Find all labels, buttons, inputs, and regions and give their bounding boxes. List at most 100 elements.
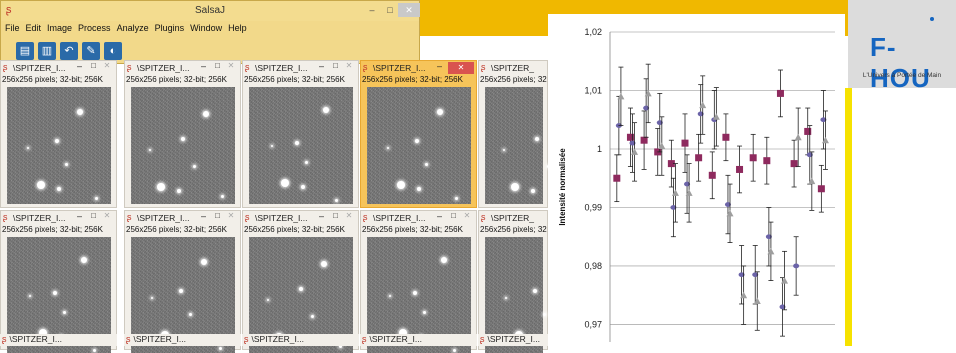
image-window[interactable]: ʂ \SPITZER_I... – □ ✕ 256x256 pixels; 32-bit;… <box>124 210 241 350</box>
data-point-triangle <box>808 178 815 185</box>
bottom-window-title[interactable]: ʂ \SPITZER_I... <box>124 334 241 346</box>
menu-help[interactable]: Help <box>228 21 247 35</box>
window-maximize-button[interactable]: □ <box>333 211 338 220</box>
window-title-bar[interactable]: ʂ\SPITZER_I...–□✕ <box>1 61 116 75</box>
star <box>157 183 165 191</box>
window-minimize-button[interactable]: – <box>319 211 324 221</box>
window-title-bar[interactable]: ʂ\SPITZER_I...–□✕ <box>125 211 240 225</box>
image-window[interactable]: ʂ \SPITZER_I... – □ ✕ 256x256 pixels; 32-bit;… <box>0 210 117 350</box>
image-window[interactable]: ʂ \SPITZER_I... – □ ✕ 256x256 pixels; 32-bit;… <box>242 60 359 208</box>
window-close-button[interactable]: ✕ <box>224 61 238 70</box>
window-title-bar[interactable]: ʂ\SPITZER_I...–□✕ <box>125 61 240 75</box>
y-tick-label: 0,97 <box>584 319 602 329</box>
star <box>93 349 96 352</box>
menu-file[interactable]: File <box>5 21 20 35</box>
star-field-image[interactable] <box>485 87 543 204</box>
window-minimize-button[interactable]: – <box>77 61 82 71</box>
data-point-triangle <box>658 143 665 150</box>
open-folder-icon[interactable]: ▤ <box>16 42 34 60</box>
image-info: 256x256 pixels; 32-bit; 256K <box>361 75 476 85</box>
window-minimize-button[interactable]: – <box>437 61 442 71</box>
window-minimize-button[interactable]: – <box>201 61 206 71</box>
data-point-square <box>804 128 811 135</box>
window-title-bar[interactable]: ʂ \SPITZER_ <box>479 61 547 75</box>
close-button[interactable]: ✕ <box>398 3 420 17</box>
window-title-bar[interactable]: ʂ\SPITZER_I...–□✕ <box>361 211 476 225</box>
window-title-bar[interactable]: ʂ \SPITZER_ <box>479 211 547 225</box>
edit-icon[interactable]: ✎ <box>82 42 100 60</box>
bottom-window-title[interactable]: ʂ \SPITZER_I... <box>360 334 477 346</box>
image-info: 256x256 pixels; 32-bit; 256K <box>243 75 358 85</box>
window-close-button[interactable]: ✕ <box>224 211 238 220</box>
image-window[interactable]: ʂ \SPITZER_ 256x256 pixels; 32- <box>478 210 548 350</box>
main-title-bar[interactable]: ʂ SalsaJ – □ ✕ <box>1 1 419 21</box>
image-info: 256x256 pixels; 32-bit; 256K <box>1 225 116 235</box>
undo-icon[interactable]: ↶ <box>60 42 78 60</box>
star-field-image[interactable] <box>249 87 353 204</box>
star <box>295 141 299 145</box>
star-field-image[interactable] <box>367 87 471 204</box>
logo-text: F-HOU <box>870 32 956 94</box>
star <box>181 137 185 141</box>
y-axis-label: Intensité normalisée <box>558 148 567 226</box>
window-title-bar[interactable]: ʂ\SPITZER_I...–□✕ <box>1 211 116 225</box>
salsaj-window-icon: ʂ <box>2 334 7 344</box>
salsaj-window-icon: ʂ <box>245 212 250 222</box>
window-title: \SPITZER_I... <box>134 334 186 344</box>
bottom-window-title[interactable]: ʂ \SPITZER_I... <box>242 334 359 346</box>
window-minimize-button[interactable]: – <box>437 211 442 221</box>
window-minimize-button[interactable]: – <box>77 211 82 221</box>
star <box>149 149 151 151</box>
image-window[interactable]: ʂ \SPITZER_I... – □ ✕ 256x256 pixels; 32-bit;… <box>242 210 359 350</box>
window-title: \SPITZER_I... <box>255 63 307 73</box>
image-window[interactable]: ʂ \SPITZER_ 256x256 pixels; 32- <box>478 60 548 208</box>
contrast-icon[interactable]: ◐ <box>104 42 122 60</box>
data-point-square <box>613 175 620 182</box>
menu-plugins[interactable]: Plugins <box>155 21 185 35</box>
star <box>415 139 419 143</box>
bottom-window-title[interactable]: ʂ \SPITZER_I... <box>0 334 117 346</box>
salsaj-window-icon: ʂ <box>363 62 368 72</box>
star <box>95 197 98 200</box>
window-maximize-button[interactable]: □ <box>215 61 220 70</box>
star <box>301 185 305 189</box>
window-close-button[interactable]: ✕ <box>342 211 356 220</box>
window-maximize-button[interactable]: □ <box>451 211 456 220</box>
menu-image[interactable]: Image <box>47 21 72 35</box>
data-point-triangle <box>672 189 679 196</box>
star-field-image[interactable] <box>131 87 235 204</box>
star <box>503 149 505 151</box>
menu-window[interactable]: Window <box>190 21 222 35</box>
menu-edit[interactable]: Edit <box>26 21 42 35</box>
star <box>267 299 269 301</box>
bottom-window-title[interactable]: ʂ \SPITZER_I... <box>478 334 548 346</box>
image-window[interactable]: ʂ \SPITZER_I... – □ ✕ 256x256 pixels; 32-bit;… <box>0 60 117 208</box>
window-close-button[interactable]: ✕ <box>342 61 356 70</box>
window-minimize-button[interactable]: – <box>201 211 206 221</box>
window-close-button[interactable]: ✕ <box>460 211 474 220</box>
star <box>533 289 537 293</box>
image-window[interactable]: ʂ \SPITZER_I... – □ ✕ 256x256 pixels; 32-bit;… <box>360 210 477 350</box>
window-close-button[interactable]: ✕ <box>100 61 114 70</box>
window-title-bar[interactable]: ʂ\SPITZER_I...–□✕ <box>361 61 476 75</box>
window-minimize-button[interactable]: – <box>319 61 324 71</box>
document-icon[interactable]: ▥ <box>38 42 56 60</box>
window-title: \SPITZER_I... <box>370 334 422 344</box>
window-title-bar[interactable]: ʂ\SPITZER_I...–□✕ <box>243 211 358 225</box>
window-title-bar[interactable]: ʂ\SPITZER_I...–□✕ <box>243 61 358 75</box>
window-maximize-button[interactable]: □ <box>215 211 220 220</box>
menu-process[interactable]: Process <box>78 21 111 35</box>
menu-analyze[interactable]: Analyze <box>117 21 149 35</box>
window-maximize-button[interactable]: □ <box>91 211 96 220</box>
window-maximize-button[interactable]: □ <box>91 61 96 70</box>
star-field-image[interactable] <box>7 87 111 204</box>
star <box>63 311 66 314</box>
window-maximize-button[interactable]: □ <box>333 61 338 70</box>
window-close-button[interactable]: ✕ <box>448 62 474 74</box>
image-window-active[interactable]: ʂ\SPITZER_I...–□✕256x256 pixels; 32-bit;… <box>360 60 477 208</box>
window-close-button[interactable]: ✕ <box>100 211 114 220</box>
window-title: \SPITZER_I... <box>137 63 189 73</box>
data-point-triangle <box>795 134 802 141</box>
image-info: 256x256 pixels; 32-bit; 256K <box>361 225 476 235</box>
image-window[interactable]: ʂ \SPITZER_I... – □ ✕ 256x256 pixels; 32-bit;… <box>124 60 241 208</box>
